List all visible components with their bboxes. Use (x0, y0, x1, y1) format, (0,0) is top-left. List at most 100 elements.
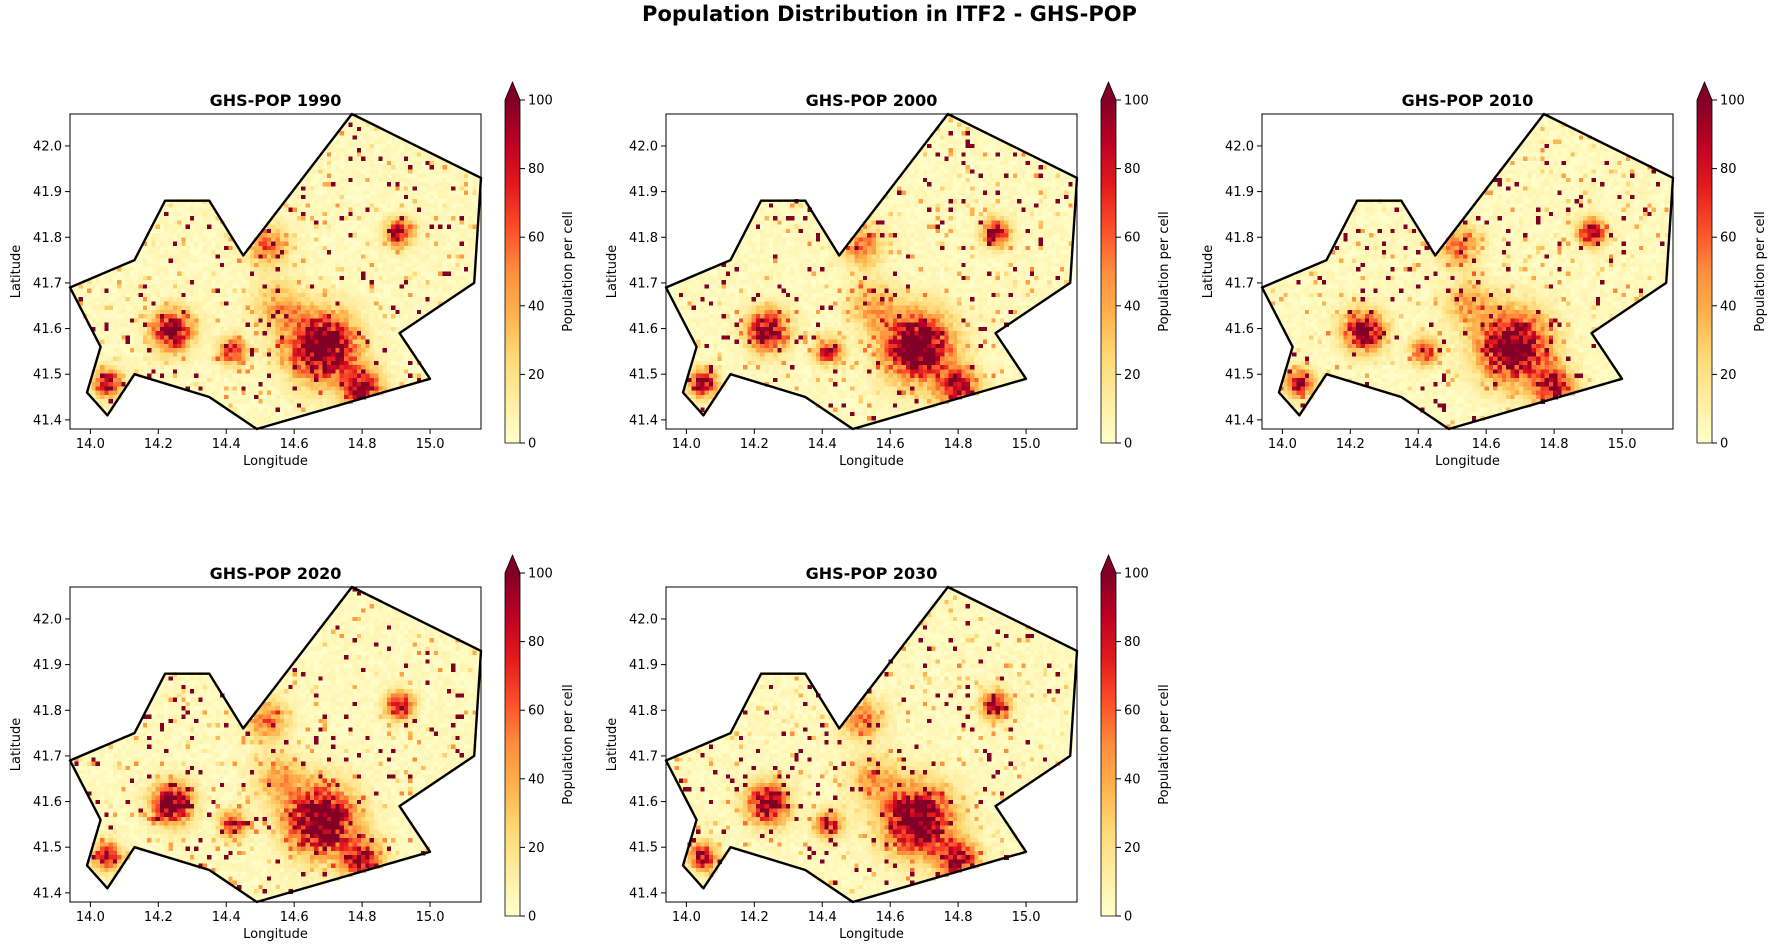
heatmap-cell (322, 194, 328, 200)
heatmap-cell (905, 207, 911, 213)
heatmap-cell (412, 177, 418, 183)
heatmap-cell (344, 326, 349, 332)
heatmap-cell (245, 352, 251, 358)
heatmap-cell (305, 292, 311, 298)
heatmap-cell (935, 139, 941, 145)
heatmap-cell (1034, 203, 1039, 209)
heatmap-cell (416, 216, 422, 221)
heatmap-cell (125, 305, 131, 311)
heatmap-cell (378, 216, 383, 221)
heatmap-cell (155, 326, 161, 332)
heatmap-cell (159, 309, 165, 315)
heatmap-cell (905, 216, 911, 221)
heatmap-cell (468, 237, 473, 243)
heatmap-cell (927, 165, 932, 170)
heatmap-cell (463, 245, 469, 251)
heatmap-cell (121, 365, 127, 370)
heatmap-cell (935, 135, 941, 140)
heatmap-cell (215, 386, 221, 392)
heatmap-cell (352, 280, 358, 285)
heatmap-cell (438, 169, 443, 174)
heatmap-cell (455, 267, 460, 272)
heatmap-cell (207, 365, 212, 370)
heatmap-cell (399, 271, 405, 277)
heatmap-cell (399, 211, 405, 217)
heatmap-cell (455, 199, 460, 204)
heatmap-cell (159, 352, 165, 358)
heatmap-cell (927, 143, 932, 149)
heatmap-cell (382, 348, 388, 353)
heatmap-cell (211, 220, 216, 226)
heatmap-cell (326, 245, 332, 251)
colorbar-extend-arrow (505, 82, 520, 100)
heatmap-cell (438, 267, 443, 272)
heatmap-cell (459, 233, 465, 238)
heatmap-cell (365, 314, 371, 319)
heatmap-cell (258, 416, 264, 421)
heatmap-cell (305, 356, 311, 362)
heatmap-cell (918, 169, 924, 174)
heatmap-cell (356, 373, 362, 379)
heatmap-cell (228, 390, 234, 396)
heatmap-cell (288, 280, 294, 285)
heatmap-cell (284, 322, 289, 328)
heatmap-cell (416, 211, 422, 217)
heatmap-cell (245, 326, 251, 332)
heatmap-cell (391, 203, 396, 209)
heatmap-cell (262, 407, 268, 413)
heatmap-cell (211, 207, 216, 213)
heatmap-cell (335, 318, 341, 323)
heatmap-cell (305, 407, 311, 413)
heatmap-cell (271, 365, 276, 370)
heatmap-cell (965, 165, 971, 170)
heatmap-cell (112, 314, 118, 319)
heatmap-cell (897, 190, 902, 196)
heatmap-cell (425, 211, 431, 217)
heatmap-cell (322, 241, 328, 247)
heatmap-cell (301, 373, 306, 379)
heatmap-cell (995, 207, 1001, 213)
heatmap-cell (892, 186, 898, 192)
heatmap-cell (361, 271, 366, 277)
heatmap-cell (284, 386, 289, 392)
heatmap-cell (969, 199, 975, 204)
heatmap-cell (189, 284, 195, 289)
heatmap-cell (301, 399, 306, 404)
heatmap-cell (391, 211, 396, 217)
heatmap-cell (361, 156, 366, 162)
heatmap-cell (935, 177, 941, 183)
heatmap-cell (168, 254, 174, 260)
heatmap-cell (236, 411, 242, 417)
heatmap-cell (219, 271, 225, 277)
heatmap-cell (952, 135, 958, 140)
heatmap-cell (258, 275, 264, 281)
heatmap-cell (442, 267, 448, 272)
heatmap-cell (249, 284, 255, 289)
heatmap-cell (129, 343, 135, 349)
heatmap-cell (459, 280, 465, 285)
heatmap-cell (982, 207, 988, 213)
heatmap-cell (142, 288, 148, 294)
heatmap-cell (352, 390, 358, 396)
heatmap-cell (1021, 177, 1027, 183)
heatmap-cell (399, 343, 405, 349)
heatmap-cell (777, 207, 782, 213)
heatmap-cell (292, 390, 298, 396)
heatmap-cell (373, 318, 379, 323)
heatmap-cell (344, 216, 349, 221)
heatmap-cell (369, 211, 375, 217)
heatmap-cell (378, 322, 383, 328)
heatmap-cell (974, 186, 979, 192)
heatmap-cell (245, 301, 251, 306)
heatmap-cell (177, 322, 182, 328)
heatmap-cell (369, 339, 375, 345)
heatmap-cell (399, 292, 405, 298)
heatmap-cell (373, 211, 379, 217)
heatmap-cell (288, 288, 294, 294)
heatmap-cell (348, 241, 353, 247)
heatmap-cell (215, 228, 221, 234)
heatmap-cell (215, 241, 221, 247)
heatmap-cell (1012, 182, 1018, 187)
heatmap-cell (386, 339, 392, 345)
heatmap-cell (927, 190, 932, 196)
